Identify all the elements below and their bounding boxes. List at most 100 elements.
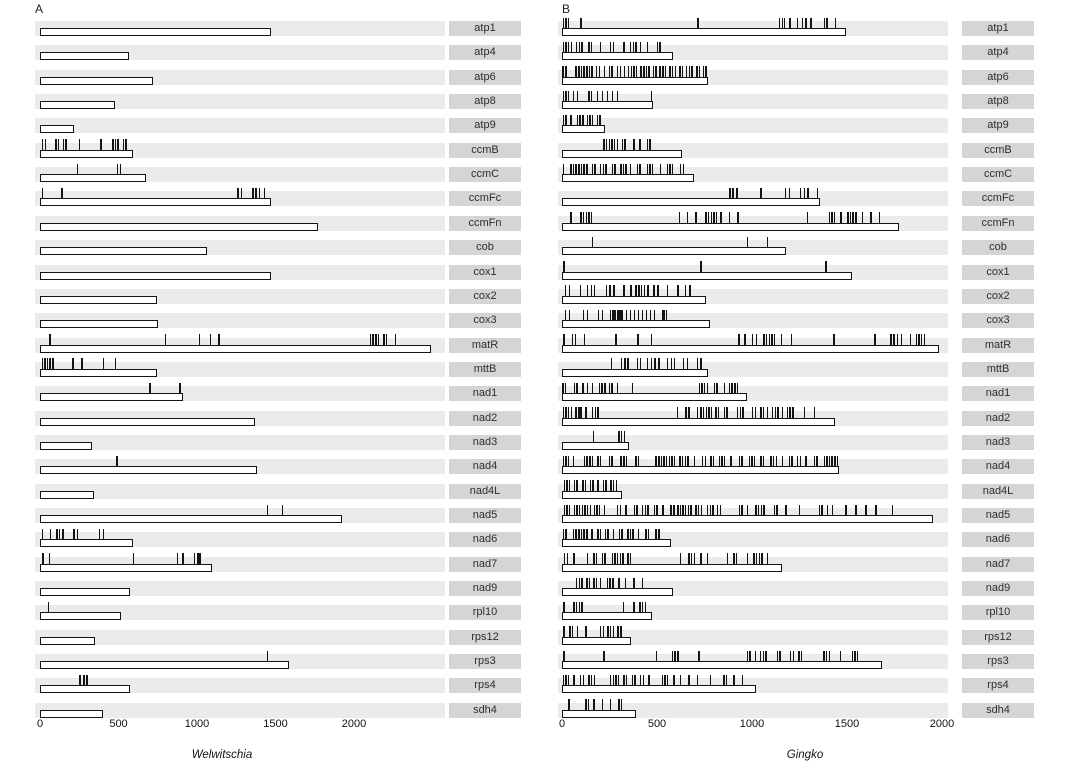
edit-site-tick [609,309,612,321]
edit-site-tick [578,504,581,516]
edit-site-tick [567,17,570,29]
edit-site-tick [621,139,624,151]
edit-site-tick [789,650,792,662]
edit-site-tick [753,455,756,467]
edit-site-tick [666,163,668,175]
edit-site-tick [754,407,756,419]
edit-site-tick [615,674,617,686]
gene-label: ccmFc [468,192,502,205]
edit-site-tick [861,212,864,224]
edit-site-tick [47,601,50,613]
edit-site-tick [569,626,571,638]
edit-site-tick [909,334,912,346]
edit-site-tick [765,334,768,346]
gene-bar [562,149,682,158]
edit-site-tick [639,674,642,686]
edit-site-tick [620,309,622,321]
gene-bar [562,222,899,231]
edit-site-tick [564,382,567,394]
edit-site-tick [777,407,779,419]
gene-label: nad4 [472,460,498,473]
gene-label: cox3 [986,314,1010,327]
edit-site-tick [770,455,772,467]
gene-label: nad4L [469,484,501,497]
edit-site-tick [562,455,565,467]
edit-site-tick [563,650,565,662]
edit-site-tick [641,577,644,589]
edit-site-tick [688,66,690,78]
edit-site-tick [633,504,636,516]
edit-site-tick [650,90,652,102]
edit-site-tick [565,17,567,29]
edit-site-tick [114,139,117,151]
edit-site-tick [258,187,261,199]
edit-site-tick [620,163,622,175]
edit-site-tick [601,553,603,565]
edit-site-tick [567,90,570,102]
edit-site-tick [700,553,702,565]
edit-site-tick [696,358,698,370]
edit-site-tick [576,504,578,516]
gene-bar [40,588,131,597]
edit-site-tick [44,139,47,151]
edit-site-tick [713,212,715,224]
edit-site-tick [744,334,746,346]
edit-site-tick [588,674,590,686]
edit-site-tick [218,334,220,346]
edit-site-tick [728,212,731,224]
edit-site-tick [763,334,765,346]
edit-site-tick [657,285,659,297]
edit-site-tick [679,504,682,516]
edit-site-tick [611,455,613,467]
edit-site-tick [682,163,684,175]
edit-site-tick [915,334,918,346]
edit-site-tick [590,285,592,297]
edit-site-tick [635,66,638,78]
edit-site-tick [601,699,603,711]
edit-site-tick [562,163,565,175]
gene-label: ccmFc [981,192,1015,205]
gene-label: atp8 [474,95,496,108]
edit-site-tick [660,455,663,467]
edit-site-tick [825,650,828,662]
edit-site-tick [665,309,668,321]
edit-site-tick [638,285,640,297]
edit-site-tick [704,455,706,467]
edit-site-tick [58,528,61,540]
edit-site-tick [585,407,587,419]
edit-site-tick [619,66,622,78]
edit-site-tick [633,139,635,151]
edit-site-tick [784,187,787,199]
edit-site-tick [580,163,583,175]
gene-label-box: nad5 [962,508,1034,523]
edit-site-tick [591,236,594,248]
edit-site-tick [659,41,661,53]
edit-site-tick [252,187,254,199]
edit-site-tick [656,41,659,53]
edit-site-tick [739,407,741,419]
edit-site-tick [701,382,703,394]
edit-site-tick [563,504,565,516]
edit-site-tick [751,334,754,346]
edit-site-tick [164,334,167,346]
edit-site-tick [813,407,816,419]
edit-site-tick [193,553,196,565]
edit-site-tick [611,139,613,151]
edit-site-tick [636,504,638,516]
gene-row-band [35,532,445,548]
edit-site-tick [49,358,51,370]
gene-label-box: atp9 [962,118,1034,134]
edit-site-tick [637,334,639,346]
gene-label: rpl10 [472,606,498,619]
gene-bar [40,563,213,572]
edit-site-tick [132,553,135,565]
edit-site-tick [688,674,690,686]
gene-label-box: atp6 [449,69,521,85]
axis-tick-label: 500 [109,718,128,730]
edit-site-tick [673,358,676,370]
edit-site-tick [582,674,584,686]
gene-label: mttB [986,362,1010,375]
edit-site-tick [689,285,691,297]
edit-site-tick [616,382,619,394]
edit-site-tick [570,114,572,126]
